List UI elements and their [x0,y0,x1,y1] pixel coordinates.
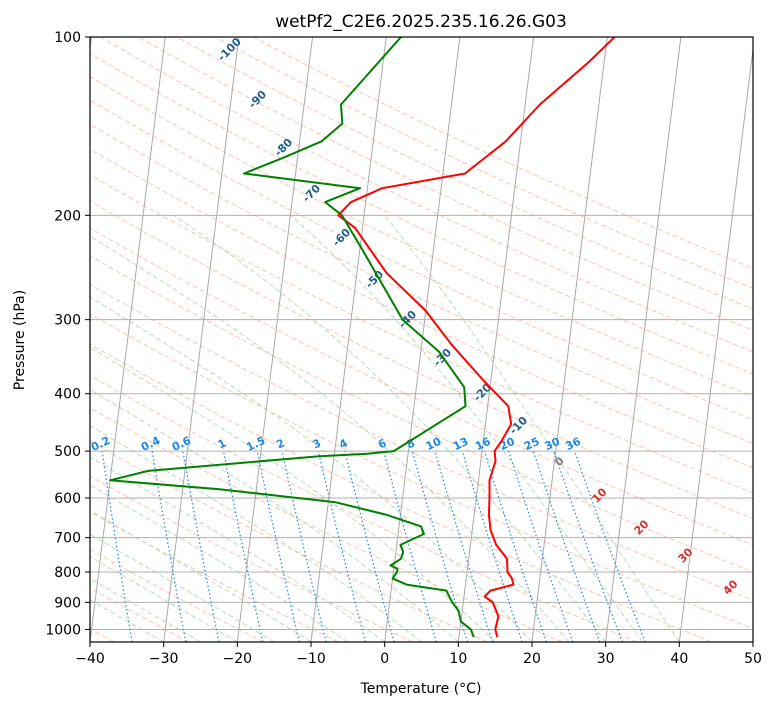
sounding-profiles [109,37,616,638]
dry-adiabat [90,475,414,642]
x-tick-label: −40 [75,651,105,667]
dry-adiabat [90,123,753,444]
dry-adiabat [90,174,753,494]
isotherm [310,37,387,642]
mixing-ratio-line [182,450,220,642]
y-tick-label: 200 [54,208,81,224]
y-tick-label: 800 [54,565,81,581]
mixing-ratio-line [532,450,601,642]
dry-adiabat [252,37,753,269]
isotherm [236,37,314,642]
isotherm [678,45,753,642]
moist-adiabat [90,424,422,642]
moist-adiabat [90,456,385,642]
x-tick-label: −30 [149,651,179,667]
moist-adiabat [90,484,349,642]
moist-adiabat [90,296,533,642]
axes: −40 −30 −20 −10 0 10 20 30 40 50 1000 900 800 700 600 5… [45,30,762,667]
dry-adiabat [90,227,753,546]
mixing-ratio-label: 16 [473,435,493,453]
mixing-ratio-line [222,450,264,642]
mixing-ratio-line [574,450,646,642]
mixing-ratio-label: 10 [424,435,444,453]
y-tick-label: 1000 [45,622,81,638]
mixing-ratio-label: 30 [543,435,563,453]
dry-adiabat [100,37,753,353]
x-axis-label: Temperature (°C) [360,681,482,697]
mixing-ratio-line [256,450,300,642]
mixing-ratio-label: 13 [451,435,470,453]
x-tick-label: 10 [449,651,467,667]
mixing-ratio-line [317,450,366,642]
moist-adiabat [90,577,201,642]
chart-title: wetPf2_C2E6.2025.235.16.26.G03 [275,12,567,32]
x-tick-label: 50 [744,651,762,667]
mixing-ratio-label: 25 [522,435,541,453]
isotherm [163,37,240,642]
mixing-ratio-line [461,450,523,642]
isotherm [90,37,166,642]
dry-adiabat [90,75,753,398]
dry-adiabat [90,52,753,375]
y-axis-label: Pressure (hPa) [12,290,28,390]
y-tick-label: 700 [54,531,81,547]
isotherm [605,37,682,642]
plot-background [90,37,753,642]
x-tick-label: 20 [523,651,541,667]
y-tick-label: 400 [54,387,81,403]
y-tick-label: 600 [54,491,81,507]
plot-frame [89,36,754,643]
moist-adiabat [290,214,643,642]
moist-adiabat [90,533,275,642]
y-tick-label: 300 [54,313,81,329]
background-lines [90,37,753,642]
mixing-ratio-line [553,450,623,642]
y-tick-label: 500 [54,444,81,460]
moist-adiabat [90,389,459,642]
dry-adiabat [90,283,753,601]
isotherm [752,637,753,642]
mixing-ratio-line [483,450,547,642]
mixing-ratio-line [434,450,493,642]
temperature-profile [337,37,616,638]
x-tick-label: 40 [670,651,688,667]
moist-adiabat [173,214,607,642]
moist-adiabat [90,556,238,642]
isotherm [457,37,535,642]
moist-adiabat [90,599,164,642]
dry-adiabat [90,440,488,642]
x-tick-label: −20 [223,651,253,667]
mixing-ratio-line [508,450,574,642]
isotherm [384,37,461,642]
mixing-ratio-label: 36 [563,435,583,453]
dewpoint-profile [109,37,475,638]
moist-adiabat [90,346,496,642]
x-tick-label: 0 [380,651,389,667]
mixing-ratio-line [101,451,133,642]
dry-adiabat [90,407,563,642]
y-tick-label: 100 [54,30,81,46]
dry-adiabat [90,99,753,421]
mixing-ratio-line [281,450,327,642]
dry-adiabat [90,148,753,469]
x-tick-label: −10 [296,651,326,667]
mixing-ratio-line [344,450,395,642]
y-tick-label: 900 [54,595,81,611]
x-tick-label: 30 [597,651,615,667]
isotherm [531,37,608,642]
moist-adiabat [384,214,680,642]
mixing-ratio-line [383,450,437,642]
